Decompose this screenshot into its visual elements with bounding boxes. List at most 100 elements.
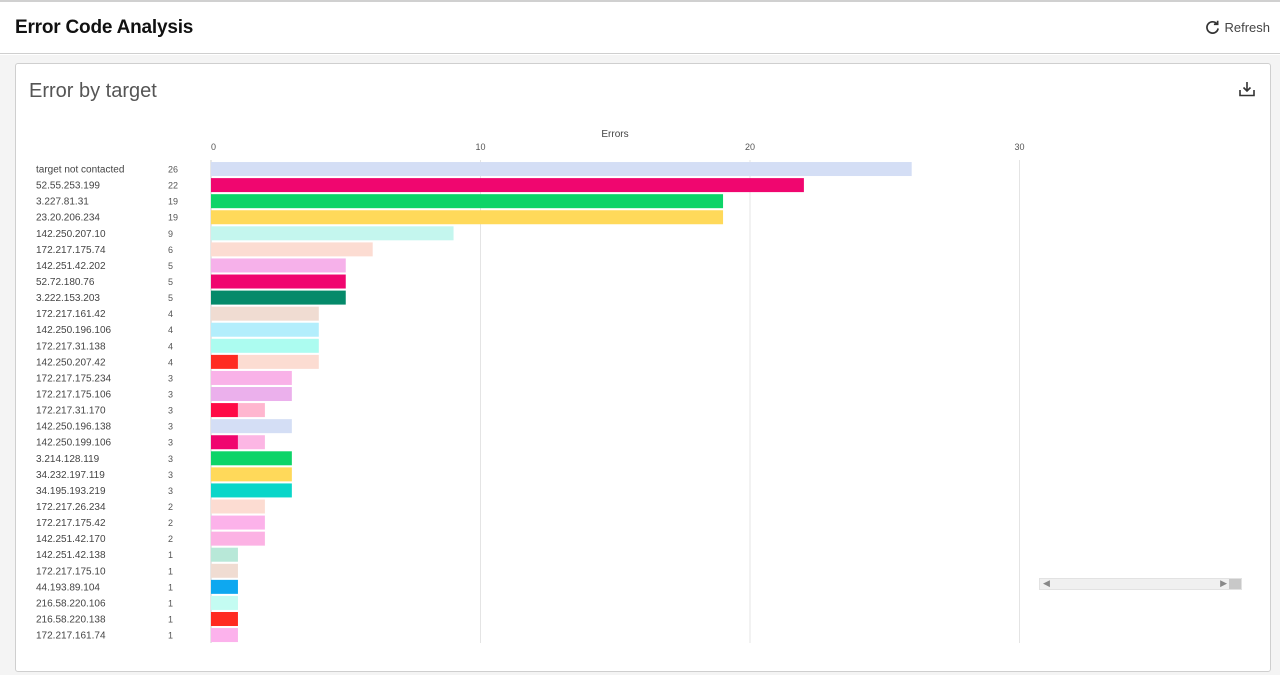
value-label: 9: [168, 229, 173, 239]
x-tick-label: 30: [1014, 142, 1024, 152]
value-label: 1: [168, 582, 173, 592]
value-label: 4: [168, 309, 173, 319]
refresh-button[interactable]: Refresh: [1205, 20, 1270, 35]
bar-segment: [211, 611, 238, 626]
bar-segment: [211, 242, 373, 257]
bar-segment: [211, 178, 804, 193]
value-label: 1: [168, 614, 173, 624]
category-label: 3.227.81.31: [36, 197, 89, 208]
bar-segment: [211, 579, 238, 594]
value-label: 22: [168, 181, 178, 191]
bar-segment: [211, 531, 265, 546]
category-label: 216.58.220.138: [36, 614, 106, 625]
category-label: 172.217.31.170: [36, 406, 106, 417]
value-label: 5: [168, 293, 173, 303]
x-axis-title: Errors: [601, 129, 628, 140]
bar-segment: [211, 451, 292, 466]
value-label: 3: [168, 373, 173, 383]
value-label: 1: [168, 566, 173, 576]
category-label: 3.222.153.203: [36, 293, 100, 304]
category-label: 44.193.89.104: [36, 582, 100, 593]
x-tick-label: 20: [745, 142, 755, 152]
value-label: 3: [168, 470, 173, 480]
scroll-left-icon[interactable]: ◀: [1043, 578, 1050, 588]
category-label: 172.217.175.234: [36, 373, 112, 384]
value-label: 3: [168, 454, 173, 464]
bar-segment: [211, 483, 292, 498]
bar-segment: [211, 628, 238, 643]
refresh-icon: [1206, 20, 1220, 34]
category-label: 216.58.220.106: [36, 598, 106, 609]
category-label: 34.232.197.119: [36, 470, 105, 481]
bar-segment: [211, 515, 265, 530]
bar-segment: [211, 387, 292, 402]
bar-segment: [211, 547, 238, 562]
bar-segment: [211, 338, 319, 353]
download-icon[interactable]: [1238, 80, 1256, 98]
x-tick-label: 10: [475, 142, 485, 152]
value-label: 4: [168, 341, 173, 351]
bar-segment: [211, 435, 238, 450]
value-label: 1: [168, 550, 173, 560]
bar-segment: [211, 210, 724, 225]
scrollbar-thumb[interactable]: [1229, 579, 1241, 589]
bar-segment: [211, 403, 238, 418]
value-label: 3: [168, 422, 173, 432]
category-label: 172.217.161.74: [36, 631, 106, 642]
value-label: 3: [168, 406, 173, 416]
horizontal-scrollbar[interactable]: ◀ ▶: [1039, 578, 1242, 590]
bar-segment: [237, 403, 265, 418]
category-label: 172.217.175.106: [36, 390, 112, 401]
value-label: 4: [168, 357, 173, 367]
value-label: 2: [168, 518, 173, 528]
category-label: 23.20.206.234: [36, 213, 100, 224]
category-label: 172.217.26.234: [36, 502, 106, 513]
bar-segment: [211, 467, 292, 482]
scroll-right-icon[interactable]: ▶: [1220, 578, 1227, 588]
bar-segment: [211, 274, 346, 289]
bar-segment: [211, 290, 346, 305]
category-label: 3.214.128.119: [36, 454, 100, 465]
bar-segment: [211, 354, 238, 369]
page-header: Error Code Analysis Refresh: [0, 2, 1280, 54]
category-label: 172.217.175.10: [36, 566, 106, 577]
value-label: 3: [168, 438, 173, 448]
bar-segment: [211, 194, 724, 209]
page-title: Error Code Analysis: [15, 17, 194, 38]
value-label: 5: [168, 261, 173, 271]
value-label: 19: [168, 197, 178, 207]
value-label: 1: [168, 631, 173, 641]
bar-segment: [237, 354, 319, 369]
category-label: 52.72.180.76: [36, 277, 95, 288]
bar-segment: [211, 258, 346, 273]
category-label: 34.195.193.219: [36, 486, 106, 497]
bar-segment: [211, 322, 319, 337]
value-label: 1: [168, 598, 173, 608]
bar-segment: [211, 306, 319, 321]
bar-segment: [237, 435, 265, 450]
category-label: 172.217.161.42: [36, 309, 106, 320]
value-label: 26: [168, 165, 178, 175]
value-label: 5: [168, 277, 173, 287]
category-label: 142.250.207.10: [36, 229, 106, 240]
value-label: 4: [168, 325, 173, 335]
value-label: 2: [168, 502, 173, 512]
category-label: 142.251.42.170: [36, 534, 106, 545]
category-label: 142.251.42.202: [36, 261, 106, 272]
category-label: target not contacted: [36, 165, 124, 176]
bar-segment: [211, 370, 292, 385]
top-border: [0, 0, 1280, 2]
bar-segment: [211, 226, 454, 241]
category-label: 142.251.42.138: [36, 550, 106, 561]
value-label: 2: [168, 534, 173, 544]
category-label: 142.250.199.106: [36, 438, 112, 449]
category-label: 142.250.207.42: [36, 357, 106, 368]
bar-segment: [211, 419, 292, 434]
value-label: 3: [168, 486, 173, 496]
category-label: 172.217.175.42: [36, 518, 106, 529]
category-label: 52.55.253.199: [36, 181, 100, 192]
card-title: Error by target: [29, 80, 157, 102]
bar-segment: [211, 499, 265, 514]
value-label: 19: [168, 213, 178, 223]
